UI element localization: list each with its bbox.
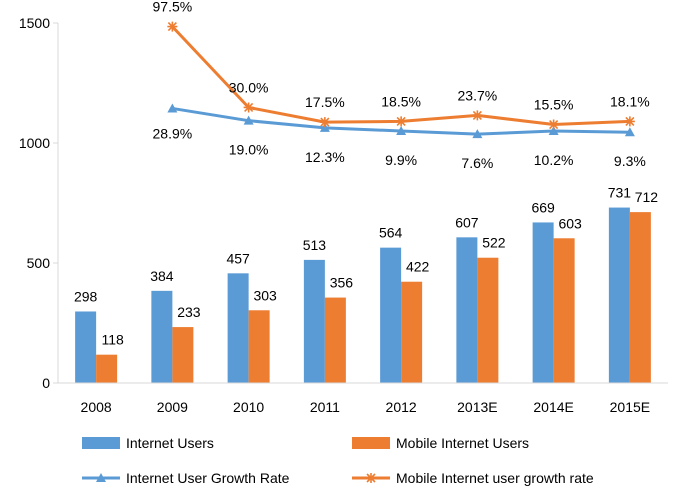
bar-value-label: 603 [558, 215, 582, 231]
internet-growth-marker [624, 127, 635, 137]
y-tick-label: 0 [42, 375, 50, 391]
y-tick-label: 500 [27, 255, 51, 271]
internet-growth-rate-label: 12.3% [305, 149, 345, 165]
y-tick-label: 1000 [19, 135, 50, 151]
bar-value-label: 356 [330, 275, 354, 291]
internet-growth-rate-label: 28.9% [153, 125, 193, 141]
x-tick-label: 2010 [233, 399, 264, 415]
internet-growth-rate-label: 9.3% [614, 153, 646, 169]
mobile-growth-marker [319, 117, 330, 128]
bar-internet-users [380, 247, 402, 383]
mobile-growth-rate-label: 18.5% [381, 93, 421, 109]
mobile-growth-marker [472, 110, 483, 121]
mobile-growth-rate-label: 30.0% [229, 79, 269, 95]
internet-growth-rate-label: 9.9% [385, 152, 417, 168]
bar-value-label: 564 [379, 225, 403, 241]
bar-value-label: 712 [635, 189, 659, 205]
bar-value-label: 233 [177, 304, 201, 320]
bar-value-label: 118 [101, 332, 124, 348]
legend-label: Internet Users [126, 435, 214, 451]
mobile-growth-rate-label: 15.5% [534, 97, 574, 113]
x-tick-label: 2012 [386, 399, 417, 415]
bar-mobile-internet-users [172, 327, 194, 383]
bar-mobile-internet-users [248, 310, 270, 383]
bar-mobile-internet-users [553, 238, 575, 383]
x-tick-label: 2011 [310, 399, 340, 415]
bar-value-label: 669 [531, 199, 555, 215]
legend-label: Mobile Internet user growth rate [396, 470, 594, 486]
bar-value-label: 298 [74, 288, 98, 304]
bar-internet-users [608, 207, 630, 383]
internet-growth-marker [396, 126, 407, 135]
internet-growth-rate-label: 10.2% [534, 152, 574, 168]
legend-swatch-mobile-internet-users [352, 437, 390, 449]
bar-value-label: 303 [253, 287, 277, 303]
legend-label: Mobile Internet Users [396, 435, 529, 451]
internet-growth-marker [167, 103, 178, 113]
bar-value-label: 731 [608, 185, 632, 201]
y-tick-label: 1500 [19, 15, 50, 31]
mobile-growth-rate-label: 23.7% [458, 87, 498, 103]
bar-internet-users [456, 237, 478, 383]
bar-internet-users [75, 311, 97, 383]
bar-internet-users [151, 290, 173, 383]
internet-growth-marker [472, 129, 483, 139]
legend-marker-mobile-internet-user-growth-rate [366, 473, 376, 483]
internet-growth-rate-label: 7.6% [461, 155, 493, 171]
bar-mobile-internet-users [324, 297, 346, 383]
mobile-growth-marker [548, 119, 559, 130]
mobile-growth-rate-label: 17.5% [305, 94, 345, 110]
bar-mobile-internet-users [477, 257, 499, 383]
bar-value-label: 422 [406, 259, 430, 275]
legend-swatch-internet-users [82, 437, 120, 449]
mobile-growth-rate-label: 18.1% [610, 93, 650, 109]
internet-growth-marker [548, 126, 559, 135]
x-tick-label: 2013E [457, 399, 497, 415]
bar-mobile-internet-users [629, 212, 651, 383]
bar-value-label: 384 [150, 268, 174, 284]
x-tick-label: 2015E [610, 399, 650, 415]
mobile-growth-marker [396, 116, 407, 127]
bar-internet-users [532, 222, 554, 383]
bar-mobile-internet-users [96, 354, 118, 383]
bar-value-label: 513 [303, 237, 327, 253]
x-tick-label: 2014E [533, 399, 573, 415]
internet-growth-marker [243, 115, 254, 125]
mobile-growth-marker [624, 116, 635, 127]
bar-mobile-internet-users [401, 281, 423, 383]
bar-internet-users [303, 259, 325, 383]
bar-value-label: 457 [226, 250, 250, 266]
x-tick-label: 2009 [157, 399, 188, 415]
legend-label: Internet User Growth Rate [126, 470, 290, 486]
x-tick-label: 2008 [81, 399, 112, 415]
mobile-growth-marker [167, 21, 178, 32]
internet-growth-rate-label: 19.0% [229, 142, 269, 158]
bar-internet-users [227, 273, 249, 383]
legend-marker-internet-user-growth-rate [96, 473, 106, 482]
mobile-growth-marker [243, 102, 254, 113]
internet-growth-marker [319, 122, 330, 132]
bar-value-label: 607 [455, 214, 479, 230]
mobile-growth-rate-label: 97.5% [153, 0, 193, 15]
bar-value-label: 522 [482, 235, 506, 251]
